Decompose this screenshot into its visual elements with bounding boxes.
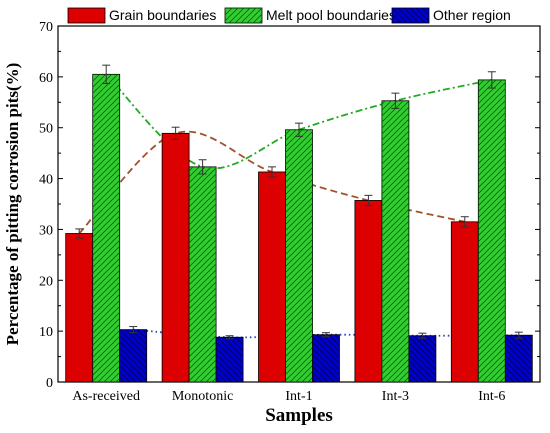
legend-label: Melt pool boundaries [266,7,396,23]
bar [354,200,383,383]
legend-swatch-hatch [225,8,262,23]
x-axis-title: Samples [265,405,333,426]
bar-hatch [478,79,506,382]
y-tick-label: 20 [39,274,53,289]
legend-swatch [67,7,106,24]
bars [65,73,533,383]
bar [161,132,190,383]
bar [65,233,94,383]
bar-hatch [189,166,217,382]
bar-hatch [505,335,533,382]
bar-hatch [92,74,120,383]
bar-hatch [408,335,436,382]
x-axis: As-received Monotonic Int-1 Int-3 Int-6 [72,377,505,404]
bar [258,171,286,383]
y-tick-label: 70 [39,20,53,35]
bar-hatch [119,329,147,382]
x-tick-label: Monotonic [172,389,233,404]
y-tick-label: 0 [46,376,53,391]
legend: Grain boundaries Melt pool boundaries Othe… [67,7,511,24]
error-bars [75,64,523,340]
x-tick-label: Int-1 [285,389,312,404]
legend-swatch-hatch [392,8,429,23]
legend-label: Other region [433,7,511,23]
x-tick-label: As-received [72,389,140,404]
y-tick-label: 50 [39,122,53,137]
y-tick-label: 60 [39,71,53,86]
bar-hatch [312,334,340,382]
y-axis: 0 10 20 30 40 50 60 70 [39,20,540,391]
y-tick-label: 40 [39,173,53,188]
x-tick-label: Int-3 [382,389,409,404]
legend-label: Grain boundaries [109,7,216,23]
x-tick-label: Int-6 [478,389,505,404]
y-tick-label: 30 [39,223,53,238]
bar-hatch [285,129,313,382]
bar [450,221,479,383]
y-axis-title: Percentage of pitting corrosion pits(%) [3,63,22,346]
bar-hatch [381,100,409,382]
y-tick-label: 10 [39,325,53,340]
bar-hatch [216,337,244,382]
